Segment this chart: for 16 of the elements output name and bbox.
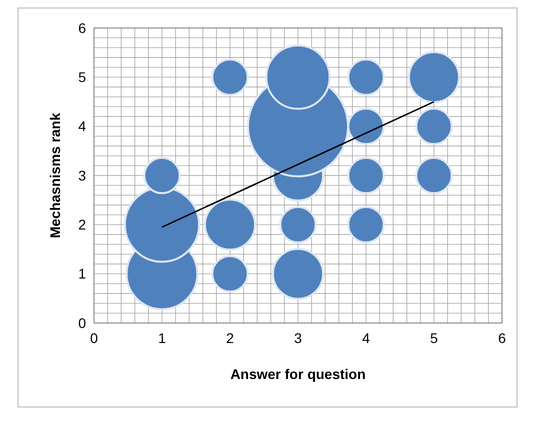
y-tick-label: 3 xyxy=(78,167,86,184)
y-tick-label: 2 xyxy=(78,216,86,233)
x-axis-title: Answer for question xyxy=(230,366,366,382)
y-tick-label: 0 xyxy=(78,314,86,331)
x-tick-label: 0 xyxy=(90,330,98,346)
x-tick-label: 3 xyxy=(294,330,302,346)
x-tick-label: 5 xyxy=(430,330,438,346)
y-tick-label: 1 xyxy=(78,266,86,282)
y-tick-label: 4 xyxy=(78,118,86,134)
x-tick-label: 4 xyxy=(362,330,370,346)
x-tick-label: 1 xyxy=(158,330,166,346)
y-axis-title: Mechasnisms rank xyxy=(47,112,63,238)
y-tick-label: 5 xyxy=(78,69,86,86)
x-tick-label: 2 xyxy=(226,330,234,346)
x-tick-label: 6 xyxy=(498,330,506,346)
y-tick-label: 6 xyxy=(78,20,86,36)
